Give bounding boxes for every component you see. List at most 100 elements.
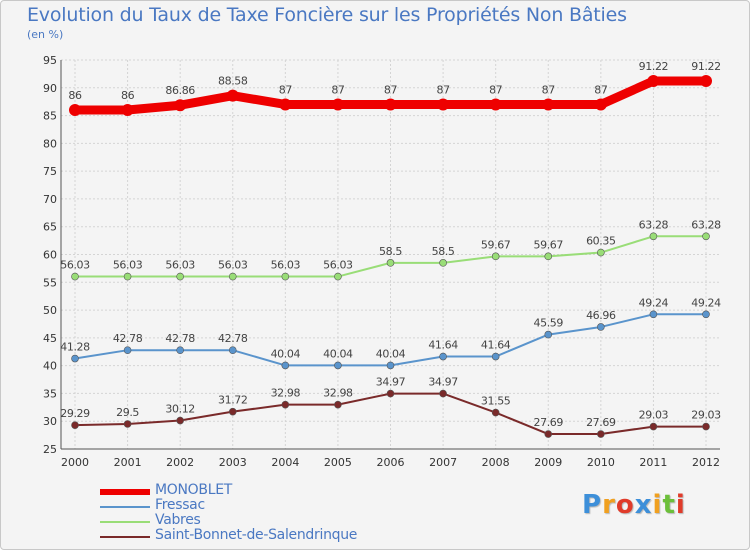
data-label: 63.28 — [639, 218, 669, 231]
data-point — [542, 98, 555, 111]
data-label: 31.72 — [218, 394, 248, 407]
data-label: 40.04 — [376, 347, 406, 360]
data-label: 46.96 — [586, 309, 616, 322]
x-tick-label: 2005 — [324, 456, 352, 469]
data-point — [386, 259, 395, 267]
legend-label-vabres: Vabres — [155, 512, 201, 528]
data-point — [279, 98, 292, 111]
data-label: 49.24 — [639, 296, 669, 309]
x-tick-label: 2010 — [587, 456, 615, 469]
data-label: 56.03 — [60, 259, 90, 272]
data-point — [123, 346, 132, 354]
data-label: 86.86 — [165, 84, 195, 97]
data-point — [281, 400, 290, 409]
data-label: 40.04 — [323, 347, 353, 360]
x-tick-label: 2000 — [61, 456, 89, 469]
data-label: 56.03 — [165, 259, 195, 272]
data-label: 29.03 — [691, 409, 721, 422]
data-point — [702, 422, 710, 431]
logo-letter: i — [675, 490, 686, 520]
y-tick-label: 65 — [43, 221, 57, 234]
data-point — [439, 259, 447, 267]
data-label: 87 — [384, 83, 398, 96]
legend-swatch-saint-bonnet — [100, 536, 150, 538]
data-point — [176, 346, 184, 354]
logo-letter: o — [615, 490, 635, 520]
data-label: 86 — [68, 89, 82, 102]
data-point — [334, 272, 342, 281]
data-point — [228, 407, 237, 416]
legend-label-monoblet: MONOBLET — [155, 482, 232, 498]
x-tick-label: 2003 — [219, 456, 247, 469]
data-label: 87 — [594, 83, 608, 96]
data-point — [439, 352, 447, 361]
data-point — [439, 389, 447, 398]
data-point — [649, 310, 658, 319]
data-label: 58.5 — [432, 245, 455, 258]
data-point — [702, 310, 710, 319]
data-label: 60.35 — [586, 235, 616, 248]
data-point — [176, 272, 184, 281]
x-tick-label: 2011 — [639, 456, 667, 469]
y-tick-label: 45 — [43, 332, 57, 345]
data-label: 41.64 — [428, 339, 458, 352]
logo-letter: P — [582, 490, 603, 520]
data-label: 29.03 — [639, 409, 669, 422]
y-tick-label: 55 — [43, 276, 57, 289]
data-label: 30.12 — [165, 403, 195, 416]
data-point — [226, 89, 239, 102]
data-label: 27.69 — [534, 416, 564, 429]
x-tick-label: 2007 — [429, 456, 457, 469]
data-label: 29.29 — [60, 407, 90, 420]
data-point — [647, 75, 660, 88]
data-label: 34.97 — [376, 376, 406, 389]
data-point — [597, 248, 605, 257]
data-label: 87 — [542, 83, 556, 96]
x-tick-label: 2008 — [482, 456, 510, 469]
x-tick-label: 2006 — [377, 456, 405, 469]
y-tick-label: 35 — [43, 387, 57, 400]
data-point — [174, 99, 187, 112]
data-point — [437, 98, 450, 111]
data-point — [386, 389, 395, 398]
data-point — [123, 272, 132, 281]
data-point — [489, 98, 502, 111]
data-label: 59.67 — [534, 238, 564, 251]
y-tick-label: 40 — [43, 360, 57, 373]
data-label: 91.22 — [639, 60, 669, 73]
data-point — [491, 252, 500, 261]
data-point — [544, 430, 553, 438]
x-tick-label: 2004 — [271, 456, 299, 469]
legend-label-fressac: Fressac — [155, 497, 205, 513]
logo-letter: t — [662, 490, 676, 520]
data-label: 27.69 — [586, 416, 616, 429]
logo-letter: i — [652, 490, 663, 520]
data-label: 41.64 — [481, 339, 511, 352]
proxiti-logo: Proxiti — [582, 490, 686, 520]
y-tick-label: 90 — [43, 82, 57, 95]
data-point — [491, 352, 500, 361]
data-point — [334, 400, 342, 409]
y-tick-label: 75 — [43, 165, 57, 178]
data-label: 87 — [489, 83, 503, 96]
data-label: 87 — [331, 83, 345, 96]
y-tick-label: 85 — [43, 110, 57, 123]
data-label: 91.22 — [691, 60, 721, 73]
x-tick-label: 2002 — [166, 456, 194, 469]
data-label: 32.98 — [271, 387, 301, 400]
data-label: 56.03 — [218, 259, 248, 272]
data-label: 59.67 — [481, 238, 511, 251]
legend-label-saint-bonnet: Saint-Bonnet-de-Salendrinque — [155, 527, 358, 543]
data-label: 56.03 — [323, 259, 353, 272]
data-label: 56.03 — [271, 259, 301, 272]
logo-letter: x — [634, 490, 653, 520]
logo-letter: r — [602, 490, 616, 520]
data-label: 42.78 — [165, 332, 195, 345]
y-tick-label: 70 — [43, 193, 57, 206]
legend-swatch-fressac — [100, 506, 150, 508]
data-point — [123, 420, 132, 428]
data-label: 42.78 — [218, 332, 248, 345]
data-point — [594, 98, 607, 111]
chart-title: Evolution du Taux de Taxe Foncière sur l… — [27, 4, 627, 26]
data-point — [649, 232, 658, 241]
